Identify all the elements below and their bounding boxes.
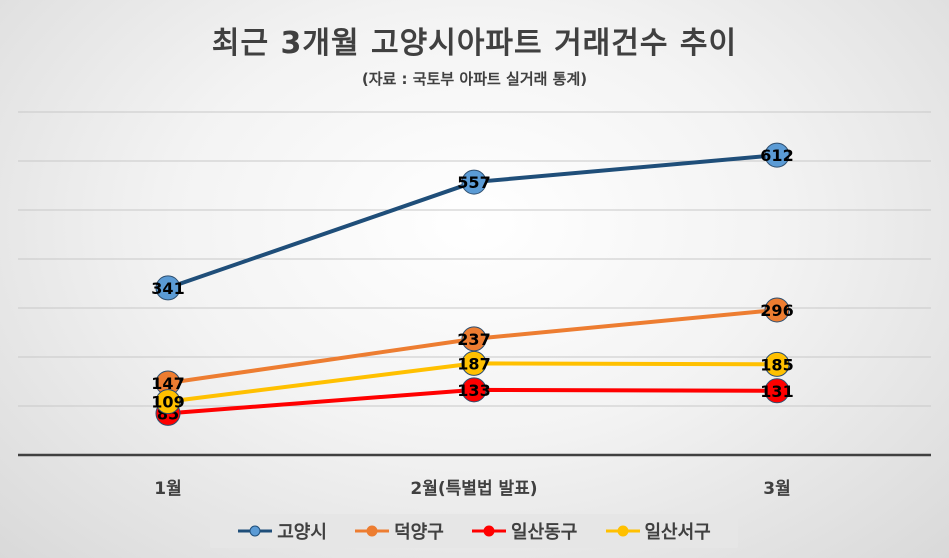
data-point (461, 350, 487, 376)
legend-label: 고양시 (277, 522, 327, 543)
data-label: 187 (457, 354, 490, 373)
data-point (155, 275, 181, 301)
legend-item: 일산서구 (605, 518, 711, 544)
chart-subtitle: (자료 : 국토부 아파트 실거래 통계) (361, 70, 588, 88)
x-tick-label: 3월 (763, 479, 790, 499)
data-point (764, 351, 790, 377)
data-label: 237 (457, 330, 490, 349)
data-label: 612 (760, 146, 793, 165)
data-label: 557 (457, 173, 490, 192)
x-tick-label: 1월 (154, 479, 181, 499)
data-label: 133 (457, 381, 490, 400)
x-tick-label: 2월(특별법 발표) (410, 479, 537, 499)
legend-label: 일산서구 (644, 522, 711, 543)
data-point (461, 169, 487, 195)
data-label: 147 (151, 374, 184, 393)
chart-title: 최근 3개월 고양시아파트 거래건수 추이 (211, 26, 738, 61)
legend-marker-icon (355, 525, 390, 537)
data-label: 185 (760, 355, 793, 374)
data-label: 109 (151, 393, 184, 412)
data-point (155, 389, 181, 415)
legend-marker-icon (238, 525, 273, 537)
data-label: 341 (151, 279, 184, 298)
legend-item: 고양시 (237, 518, 327, 544)
legend: 고양시 덕양구 일산동구 일산서구 (210, 514, 738, 548)
legend-label: 일산동구 (511, 522, 578, 543)
data-point (764, 297, 790, 323)
legend-label: 덕양구 (394, 522, 444, 543)
legend-marker-icon (605, 525, 640, 537)
legend-item: 일산동구 (471, 518, 577, 544)
data-point (461, 377, 487, 403)
data-label: 296 (760, 301, 793, 320)
legend-item: 덕양구 (354, 518, 444, 544)
data-label: 131 (760, 382, 793, 401)
data-point (764, 142, 790, 168)
data-point (764, 378, 790, 404)
legend-marker-icon (472, 525, 507, 537)
